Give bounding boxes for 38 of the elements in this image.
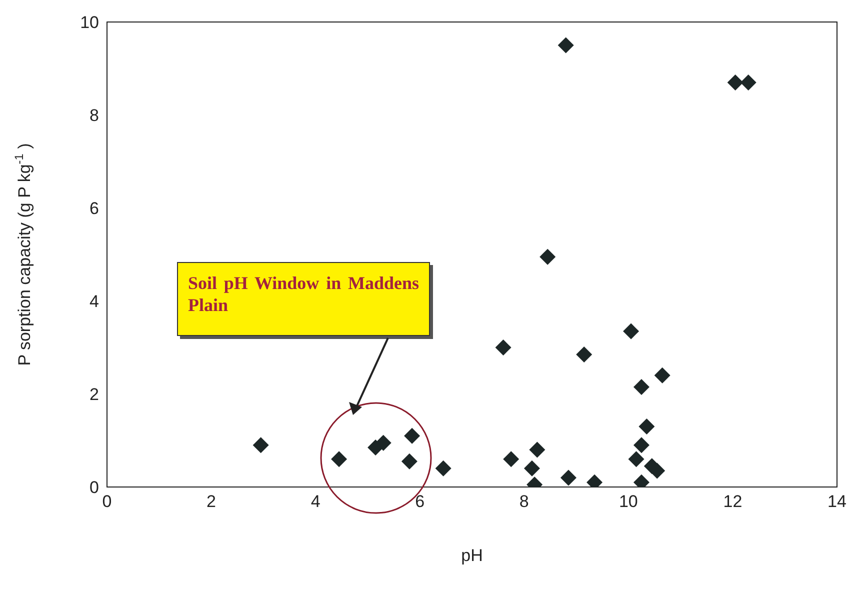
x-tick-label: 2 — [206, 492, 216, 512]
x-tick-label: 0 — [102, 492, 112, 512]
x-axis-title: pH — [461, 546, 483, 565]
point — [727, 74, 744, 90]
point — [560, 470, 576, 486]
x-tick-label: 4 — [310, 492, 320, 512]
y-tick-label: 2 — [90, 385, 99, 404]
y-tick-label: 10 — [80, 13, 99, 32]
y-tick-label: 6 — [90, 199, 99, 218]
x-tick-label: 10 — [618, 492, 638, 512]
point — [623, 323, 640, 340]
point — [252, 437, 269, 454]
x-tick-label: 6 — [415, 492, 425, 512]
x-tick-label: 14 — [828, 492, 846, 512]
point — [633, 437, 650, 454]
point — [404, 428, 420, 444]
point — [628, 451, 644, 468]
point — [558, 37, 574, 54]
point — [331, 451, 348, 468]
x-tick-label: 12 — [723, 492, 742, 512]
y-tick-label: 4 — [90, 292, 99, 312]
y-tick-label: 0 — [90, 478, 99, 498]
point — [633, 379, 650, 396]
point — [654, 367, 670, 384]
point — [524, 460, 540, 476]
y-tick-label: 8 — [90, 106, 99, 126]
point — [576, 346, 592, 362]
point — [529, 442, 546, 458]
point — [435, 460, 452, 476]
point — [638, 418, 655, 435]
x-tick-label: 8 — [519, 492, 529, 512]
point — [401, 453, 418, 470]
annotation: Soil pH Window in Maddens Plain — [177, 262, 430, 336]
point — [495, 340, 512, 356]
point — [540, 248, 556, 265]
point — [740, 74, 756, 90]
point — [375, 434, 392, 451]
point — [503, 451, 520, 468]
